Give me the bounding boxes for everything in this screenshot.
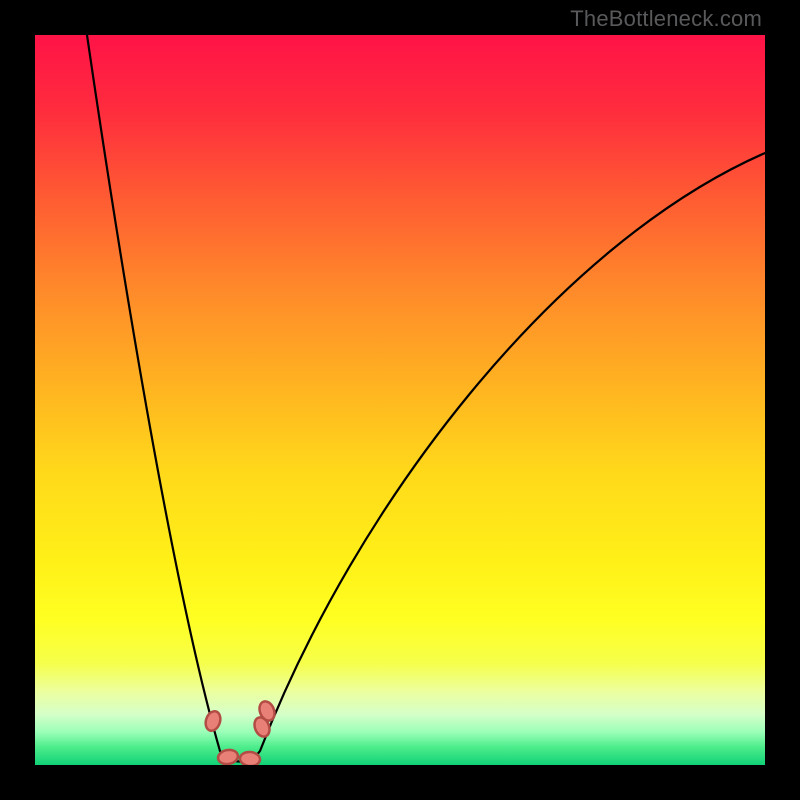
watermark-text: TheBottleneck.com (570, 6, 762, 32)
bottleneck-curve (87, 35, 765, 762)
data-marker (203, 709, 222, 732)
plot-area (35, 35, 765, 765)
curve-layer (35, 35, 765, 765)
chart-frame: TheBottleneck.com (0, 0, 800, 800)
data-marker (239, 751, 260, 765)
